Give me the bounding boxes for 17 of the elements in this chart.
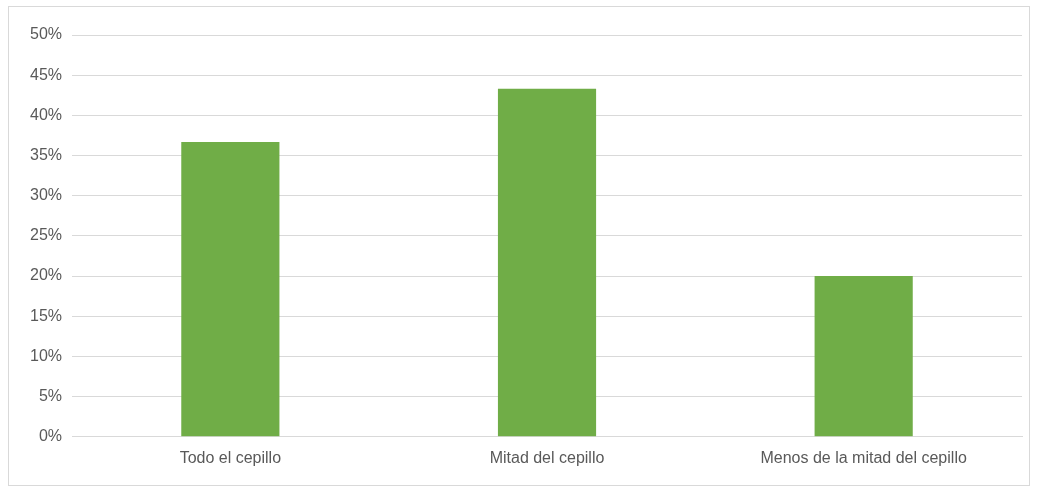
y-tick-label: 35% — [29, 145, 63, 163]
y-tick-label: 20% — [29, 266, 63, 284]
y-tick-label: 50% — [29, 25, 63, 43]
bar — [814, 276, 913, 437]
x-tick-label: Menos de la mitad del cepillo — [760, 448, 967, 466]
bar — [181, 141, 280, 437]
y-tick-label: 40% — [29, 105, 63, 123]
y-tick-label: 10% — [29, 346, 63, 364]
y-tick-label: 15% — [29, 306, 63, 324]
x-tick-label: Todo el cepillo — [179, 448, 282, 466]
y-tick-label: 25% — [29, 226, 63, 244]
x-tick-label: Mitad del cepillo — [489, 448, 605, 466]
y-tick-label: 5% — [38, 387, 63, 405]
y-tick-label: 45% — [29, 65, 63, 83]
y-tick-label: 0% — [38, 427, 63, 445]
bar — [497, 88, 597, 437]
y-tick-label: 30% — [29, 186, 63, 204]
